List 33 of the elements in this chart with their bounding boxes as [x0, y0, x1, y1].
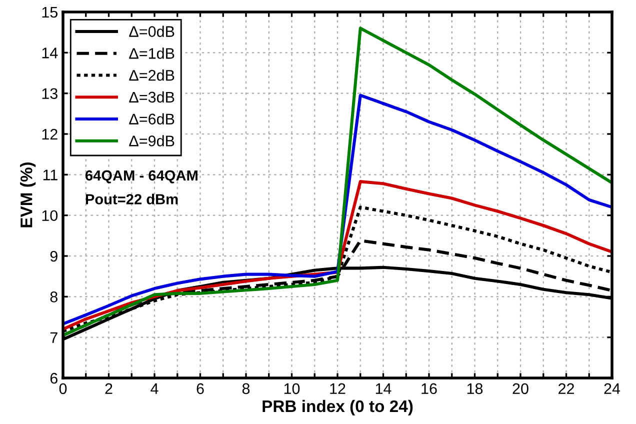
- legend-label: Δ=6dB: [129, 113, 174, 124]
- x-tick-label: 24: [604, 383, 620, 394]
- y-tick-label: 13: [42, 88, 58, 100]
- legend-label: Δ=3dB: [129, 91, 174, 103]
- annotation: Pout=22 dBm: [86, 194, 178, 204]
- x-tick-label: 6: [196, 383, 204, 394]
- y-tick-label: 8: [50, 292, 58, 302]
- legend-label: Δ=2dB: [129, 70, 174, 81]
- y-tick-label: 10: [42, 210, 58, 222]
- y-tick-label: 14: [42, 48, 58, 58]
- y-tick-label: 9: [50, 250, 58, 262]
- legend-label: Δ=0dB: [129, 26, 174, 37]
- x-tick-label: 8: [242, 383, 250, 394]
- y-tick-label: 6: [50, 372, 58, 384]
- x-axis-title: PRB index (0 to 24): [262, 400, 413, 416]
- legend-label: Δ=1dB: [129, 48, 174, 59]
- x-tick-label: 12: [330, 383, 346, 394]
- x-tick-label: 10: [284, 383, 300, 394]
- y-tick-label: 11: [43, 170, 58, 180]
- x-tick-label: 22: [558, 383, 574, 394]
- y-tick-label: 12: [42, 128, 58, 140]
- y-tick-label: 7: [50, 332, 58, 343]
- x-tick-label: 14: [376, 383, 392, 394]
- x-tick-label: 20: [512, 383, 528, 394]
- annotation: 64QAM - 64QAM: [85, 170, 198, 184]
- y-axis-title: EVM (%): [20, 162, 36, 228]
- x-tick-label: 16: [422, 383, 437, 394]
- x-tick-label: 2: [105, 383, 112, 394]
- x-tick-label: 18: [467, 383, 483, 394]
- y-tick-label: 15: [42, 7, 58, 18]
- x-tick-label: 4: [150, 383, 158, 394]
- legend-label: Δ=9dB: [129, 135, 174, 146]
- x-tick-label: 0: [59, 383, 67, 394]
